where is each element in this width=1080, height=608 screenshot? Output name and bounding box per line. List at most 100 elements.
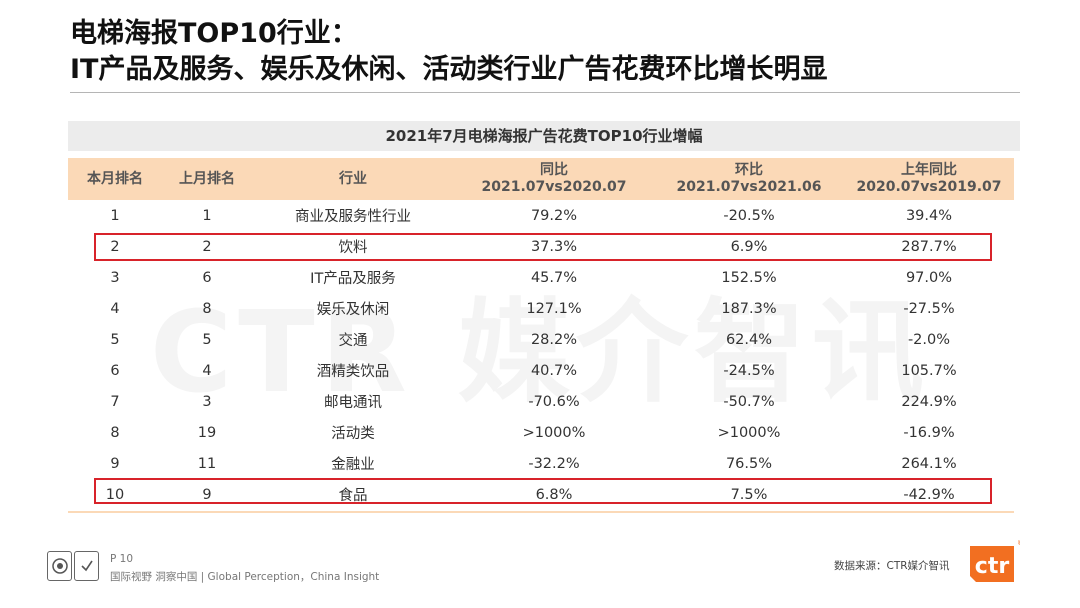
cell-prev-yoy: -27.5%	[903, 300, 955, 317]
cell-current-rank: 8	[110, 424, 120, 441]
highlight-box-row-2	[94, 233, 992, 261]
table-header: 本月排名 上月排名 行业 同比 2021.07vs2020.07 环比 2021…	[68, 158, 1014, 200]
cell-current-rank: 6	[110, 362, 120, 379]
header-mom: 环比 2021.07vs2021.06	[654, 158, 844, 200]
cell-mom: 62.4%	[725, 331, 773, 348]
header-industry: 行业	[252, 158, 454, 200]
table-row: 6 4 酒精类饮品 40.7% -24.5% 105.7%	[68, 355, 1014, 386]
cell-yoy: >1000%	[522, 424, 586, 441]
cell-mom: -20.5%	[723, 207, 775, 224]
cell-mom: 187.3%	[721, 300, 777, 317]
highlight-box-row-10	[94, 478, 992, 504]
cell-prev-yoy: 105.7%	[901, 362, 957, 379]
cell-yoy: 6.8%	[535, 486, 573, 503]
page-title: 电梯海报TOP10行业： IT产品及服务、娱乐及休闲、活动类行业广告花费环比增长…	[70, 16, 1030, 88]
cell-yoy: -32.2%	[528, 455, 580, 472]
header-label: 同比	[540, 162, 568, 178]
quality-mark-icon	[74, 551, 99, 581]
cell-yoy: 37.3%	[530, 238, 578, 255]
cell-industry: IT产品及服务	[310, 271, 396, 287]
cell-current-rank: 1	[110, 207, 120, 224]
table-row: 10 9 食品 6.8% 7.5% -42.9%	[68, 479, 1014, 510]
cell-industry: 交通	[338, 333, 368, 349]
certification-logos	[47, 551, 99, 581]
cell-mom: 152.5%	[721, 269, 777, 286]
cell-last-rank: 6	[202, 269, 212, 286]
cell-last-rank: 3	[202, 393, 212, 410]
cell-yoy: 40.7%	[530, 362, 578, 379]
cell-prev-yoy: 287.7%	[901, 238, 957, 255]
header-label: 本月排名	[87, 170, 143, 187]
header-period: 2020.07vs2019.07	[856, 179, 1002, 195]
cell-industry: 酒精类饮品	[316, 364, 390, 380]
ctr-logo-text: ctr	[975, 554, 1010, 579]
header-last-rank: 上月排名	[162, 158, 252, 200]
cell-last-rank: 5	[202, 331, 212, 348]
cell-current-rank: 3	[110, 269, 120, 286]
page-number: P 10	[110, 553, 134, 565]
cell-industry: 饮料	[338, 240, 368, 256]
cell-current-rank: 10	[105, 486, 125, 503]
ctr-logo-icon: ctr ®	[970, 540, 1020, 582]
header-prev-yoy: 上年同比 2020.07vs2019.07	[844, 158, 1014, 200]
header-label: 行业	[339, 170, 367, 187]
cell-last-rank: 19	[197, 424, 217, 441]
registered-mark: ®	[1017, 540, 1020, 547]
cell-current-rank: 5	[110, 331, 120, 348]
cell-mom: -50.7%	[723, 393, 775, 410]
cell-prev-yoy: 264.1%	[901, 455, 957, 472]
cell-yoy: 45.7%	[530, 269, 578, 286]
cell-industry: 食品	[338, 488, 368, 504]
cell-last-rank: 9	[202, 486, 212, 503]
cell-current-rank: 7	[110, 393, 120, 410]
header-label: 环比	[735, 162, 763, 178]
cell-last-rank: 8	[202, 300, 212, 317]
cell-mom: 76.5%	[725, 455, 773, 472]
header-label: 上年同比	[901, 162, 957, 178]
header-period: 2021.07vs2020.07	[481, 179, 627, 195]
cell-industry: 活动类	[331, 426, 375, 442]
table-bottom-rule	[68, 511, 1014, 513]
certification-badge-icon	[47, 551, 72, 581]
cell-yoy: -70.6%	[528, 393, 580, 410]
table-row: 7 3 邮电通讯 -70.6% -50.7% 224.9%	[68, 386, 1014, 417]
cell-current-rank: 4	[110, 300, 120, 317]
watermark: CTR 媒介智讯	[150, 288, 930, 418]
cell-mom: 6.9%	[730, 238, 768, 255]
cell-prev-yoy: 39.4%	[905, 207, 953, 224]
table-caption: 2021年7月电梯海报广告花费TOP10行业增幅	[68, 121, 1020, 151]
table-row: 3 6 IT产品及服务 45.7% 152.5% 97.0%	[68, 262, 1014, 293]
cell-industry: 娱乐及休闲	[316, 302, 390, 318]
cell-yoy: 28.2%	[530, 331, 578, 348]
header-label: 上月排名	[179, 170, 235, 187]
cell-industry: 商业及服务性行业	[295, 209, 411, 225]
cell-yoy: 127.1%	[526, 300, 582, 317]
title-line-1: 电梯海报TOP10行业：	[70, 18, 358, 49]
cell-last-rank: 11	[197, 455, 217, 472]
table-row: 8 19 活动类 >1000% >1000% -16.9%	[68, 417, 1014, 448]
header-period: 2021.07vs2021.06	[676, 179, 822, 195]
title-line-2: IT产品及服务、娱乐及休闲、活动类行业广告花费环比增长明显	[70, 54, 828, 85]
cell-industry: 金融业	[331, 457, 375, 473]
header-current-rank: 本月排名	[68, 158, 162, 200]
cell-industry: 邮电通讯	[324, 395, 382, 411]
cell-mom: -24.5%	[723, 362, 775, 379]
cell-prev-yoy: -16.9%	[903, 424, 955, 441]
cell-prev-yoy: -42.9%	[903, 486, 955, 503]
footer-slogan: 国际视野 洞察中国 | Global Perception，China Insi…	[110, 571, 380, 583]
header-yoy: 同比 2021.07vs2020.07	[454, 158, 654, 200]
table-row: 4 8 娱乐及休闲 127.1% 187.3% -27.5%	[68, 293, 1014, 324]
data-source: 数据来源：CTR媒介智讯	[834, 560, 950, 572]
cell-last-rank: 4	[202, 362, 212, 379]
cell-yoy: 79.2%	[530, 207, 578, 224]
cell-current-rank: 2	[110, 238, 120, 255]
table-row: 5 5 交通 28.2% 62.4% -2.0%	[68, 324, 1014, 355]
cell-prev-yoy: 97.0%	[905, 269, 953, 286]
cell-current-rank: 9	[110, 455, 120, 472]
cell-mom: 7.5%	[730, 486, 768, 503]
table-row: 2 2 饮料 37.3% 6.9% 287.7%	[68, 231, 1014, 262]
cell-last-rank: 2	[202, 238, 212, 255]
cell-mom: >1000%	[717, 424, 781, 441]
table-row: 9 11 金融业 -32.2% 76.5% 264.1%	[68, 448, 1014, 479]
title-divider	[70, 92, 1020, 93]
